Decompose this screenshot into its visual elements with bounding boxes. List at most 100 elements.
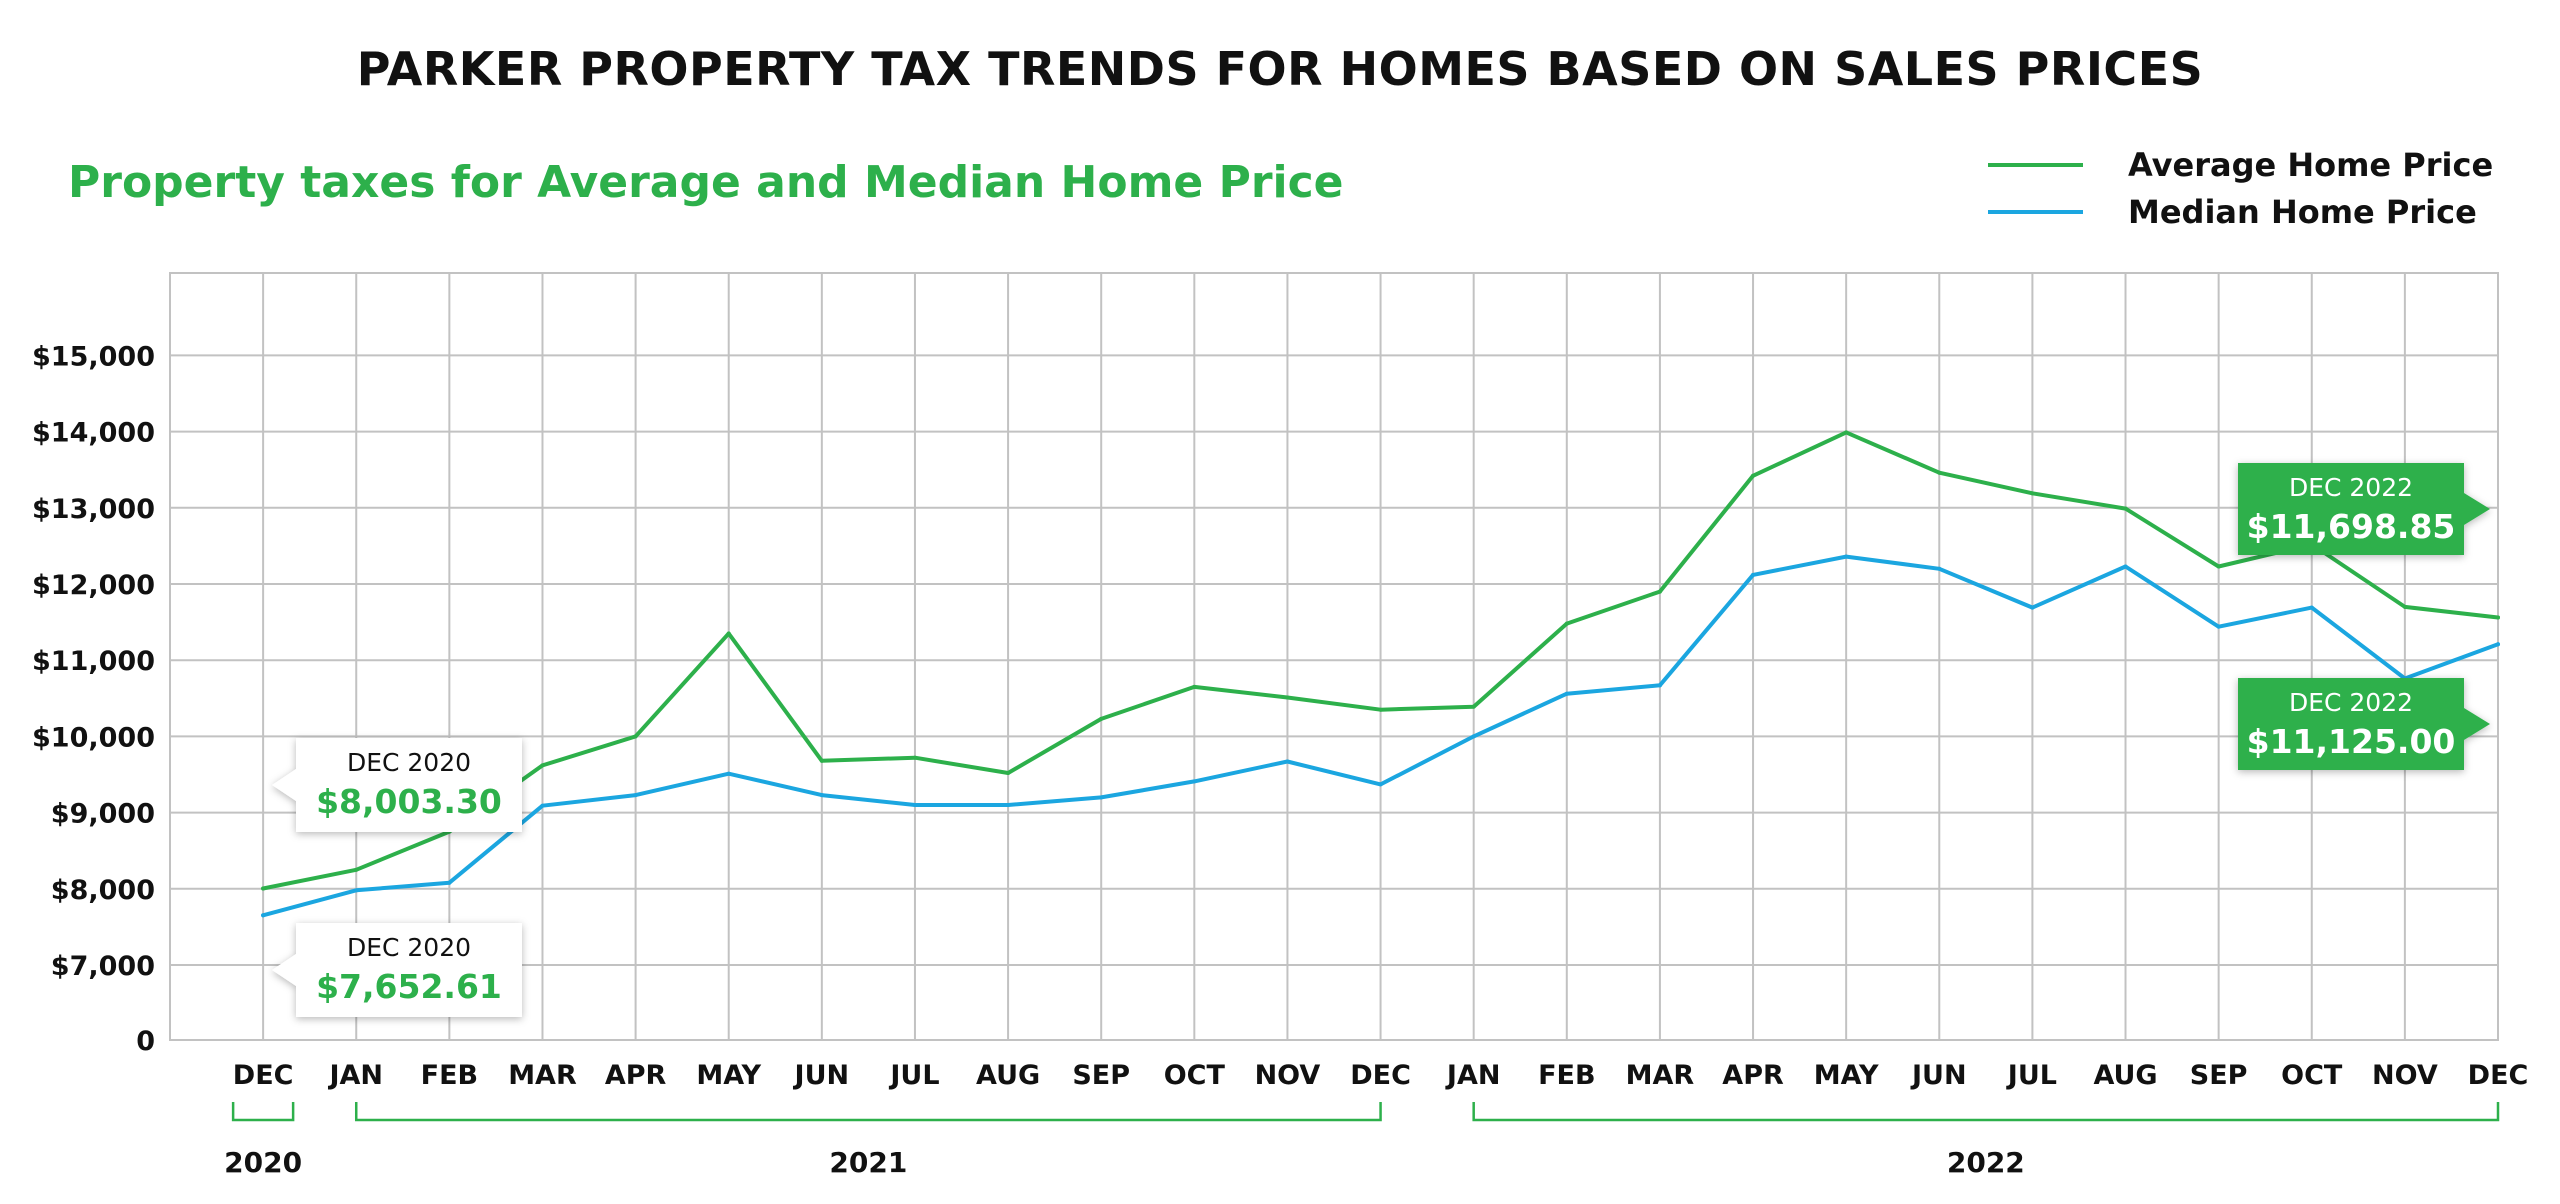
y-tick-label: $13,000 [32,494,155,525]
callouts: DEC 2020 $8,003.30 DEC 2020 $7,652.61 DEC 20… [272,463,2490,1017]
x-tick-label: SEP [2190,1060,2248,1091]
callout-average-dec-2022: DEC 2022 $11,698.85 [2238,463,2490,555]
y-tick-label: $9,000 [51,799,155,830]
data-point [633,734,638,739]
x-tick-label: MAR [508,1060,577,1091]
x-tick-label: JUN [1910,1060,1967,1091]
data-point [540,763,545,768]
data-point [819,793,824,798]
callout-value: $11,698.85 [2247,507,2456,546]
data-point [1192,779,1197,784]
data-point [1844,554,1849,559]
x-tick-label: JAN [1445,1060,1501,1091]
callout-date: DEC 2020 [347,748,471,777]
data-point [912,802,917,807]
data-point [1471,734,1476,739]
callout-value: $11,125.00 [2247,722,2456,761]
legend-swatch-median [1988,210,2083,214]
year-bracket [1472,1102,2500,1122]
year-label: 2021 [829,1146,907,1179]
data-point [1751,572,1756,577]
data-point [2123,506,2128,511]
data-point [912,755,917,760]
data-point [1471,704,1476,709]
x-tick-label: MAY [1814,1060,1879,1091]
callout-box [2238,678,2490,770]
data-point [1937,470,1942,475]
x-tick-label: APR [1722,1060,1784,1091]
y-tick-label: $12,000 [32,570,155,601]
data-point [1564,621,1569,626]
data-point [1099,795,1104,800]
x-tick-label: AUG [976,1060,1040,1091]
y-tick-label: $8,000 [51,875,155,906]
data-point [633,793,638,798]
x-tick-label: DEC [1350,1060,1411,1091]
year-label: 2022 [1947,1146,2025,1179]
legend-item-median: Median Home Price [1988,188,2477,236]
data-point [1099,716,1104,721]
data-point [2123,564,2128,569]
data-point [2216,624,2221,629]
y-tick-label: $15,000 [32,341,155,372]
x-tick-label: DEC [233,1060,294,1091]
chart-title: PARKER PROPERTY TAX TRENDS FOR HOMES BAS… [356,42,2204,96]
data-point [1192,684,1197,689]
data-point [819,758,824,763]
callout-average-dec-2020: DEC 2020 $8,003.30 [272,738,522,832]
data-point [2496,642,2500,647]
series-lines [261,430,2500,918]
y-tick-label: $7,000 [51,951,155,982]
callout-value: $8,003.30 [316,782,502,821]
data-point [2496,615,2500,620]
grid [169,272,2499,1041]
year-label: 2020 [224,1146,302,1179]
x-tick-label: APR [605,1060,667,1091]
data-point [1657,589,1662,594]
data-point [1844,430,1849,435]
callout-box [272,738,522,832]
y-tick-label: 0 [136,1026,155,1057]
x-tick-label: NOV [2372,1060,2438,1091]
legend-label-average: Average Home Price [2128,146,2494,184]
year-bracket [354,1102,1382,1122]
data-point [1378,707,1383,712]
legend-swatch-average [1988,163,2083,167]
y-tick-label: $14,000 [32,418,155,449]
data-point [354,867,359,872]
data-point [1751,473,1756,478]
data-point [2216,564,2221,569]
callout-value: $7,652.61 [316,967,502,1006]
x-tick-label: MAR [1626,1060,1695,1091]
callout-date: DEC 2022 [2289,473,2413,502]
data-point [1285,695,1290,700]
data-point [261,913,266,918]
y-tick-label: $11,000 [32,646,155,677]
x-tick-label: OCT [2281,1060,2343,1091]
x-tick-label: FEB [1538,1060,1595,1091]
x-tick-label: FEB [421,1060,478,1091]
x-tick-label: OCT [1164,1060,1226,1091]
axes: 0 $7,000 $8,000 $9,000 $10,000 $11,000 $12,000… [32,341,2528,1179]
callout-date: DEC 2022 [2289,688,2413,717]
legend-label-median: Median Home Price [2128,193,2477,231]
data-point [1657,683,1662,688]
data-point [1285,759,1290,764]
y-tick-label: $10,000 [32,722,155,753]
x-tick-label: JAN [327,1060,383,1091]
x-tick-label: JUL [888,1060,939,1091]
data-point [447,880,452,885]
data-point [1006,770,1011,775]
x-tick-label: MAY [696,1060,761,1091]
data-point [1378,782,1383,787]
callout-box [2238,463,2490,555]
data-point [726,631,731,636]
data-point [2309,605,2314,610]
callout-date: DEC 2020 [347,933,471,962]
callout-box [272,923,522,1017]
data-point [261,886,266,891]
data-point [2030,605,2035,610]
x-tick-label: JUL [2006,1060,2057,1091]
data-point [1006,802,1011,807]
